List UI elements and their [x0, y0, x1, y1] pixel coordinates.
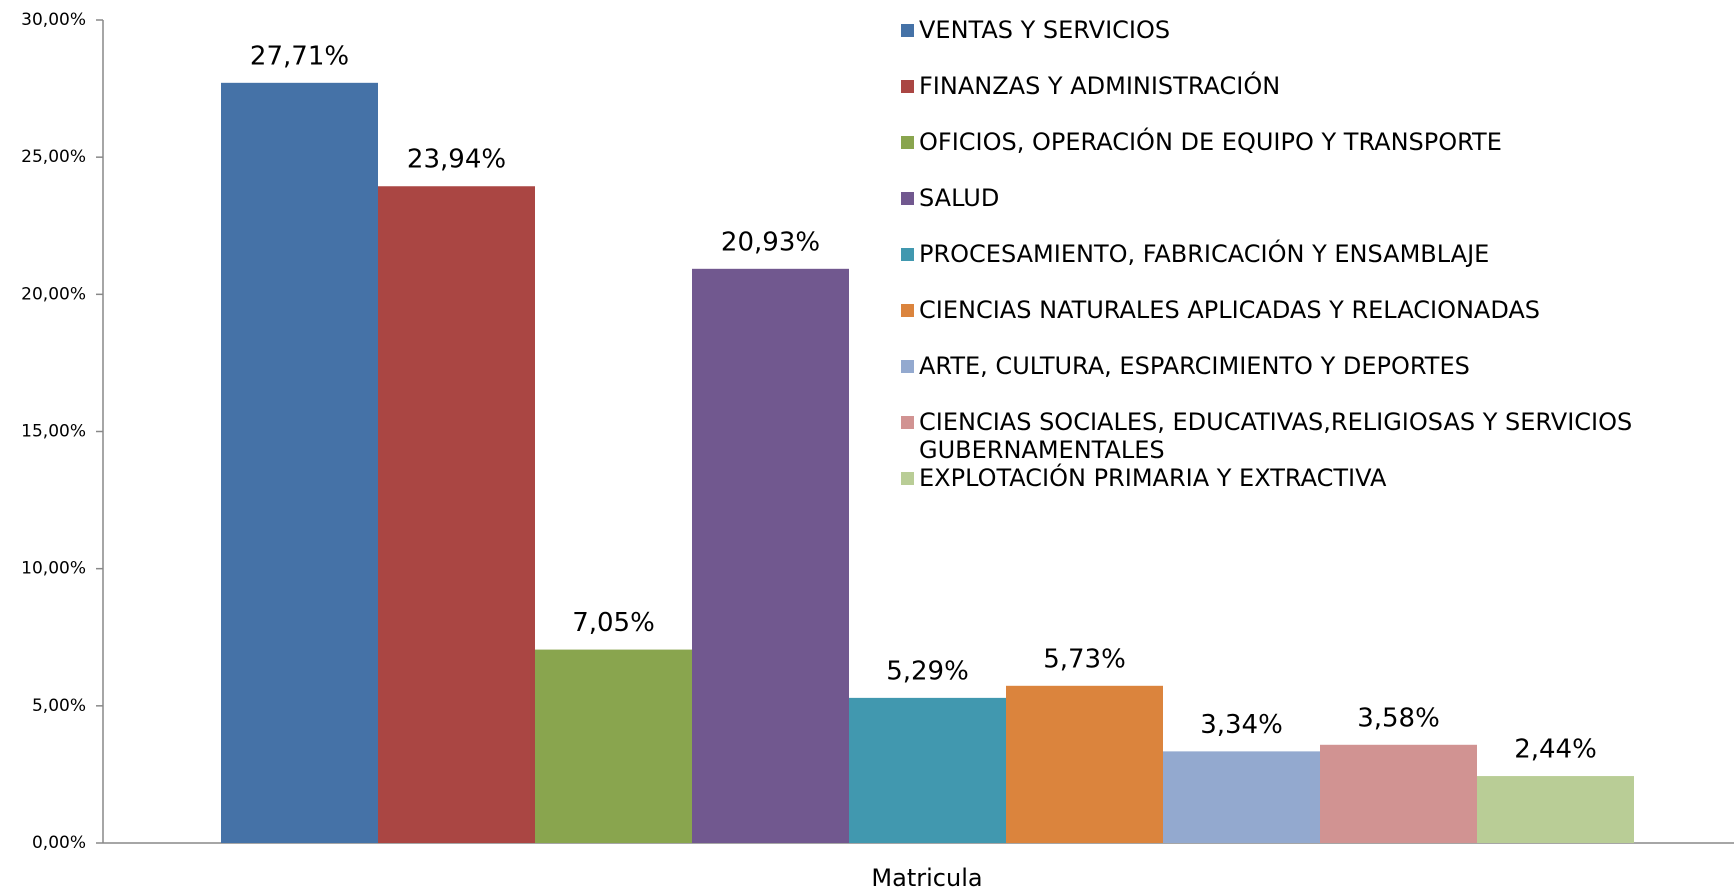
legend-swatch — [901, 416, 914, 429]
legend-label: EXPLOTACIÓN PRIMARIA Y EXTRACTIVA — [919, 462, 1387, 492]
data-label: 5,73% — [1043, 644, 1126, 674]
x-tick-label: Matricula — [871, 864, 982, 889]
legend-swatch — [901, 80, 914, 93]
bar — [1477, 776, 1634, 843]
data-label: 2,44% — [1514, 735, 1597, 765]
legend-label: FINANZAS Y ADMINISTRACIÓN — [919, 70, 1280, 100]
data-label: 5,29% — [886, 656, 969, 686]
y-tick-label: 0,00% — [32, 833, 86, 853]
data-label: 7,05% — [572, 608, 655, 638]
y-tick-label: 5,00% — [32, 696, 86, 716]
data-label: 20,93% — [721, 227, 820, 257]
legend-label: SALUD — [919, 184, 999, 212]
data-label: 27,71% — [250, 41, 349, 71]
legend-swatch — [901, 248, 914, 261]
data-label: 23,94% — [407, 145, 506, 175]
legend-swatch — [901, 192, 914, 205]
legend-label: CIENCIAS NATURALES APLICADAS Y RELACIONA… — [919, 296, 1540, 324]
bar — [1006, 685, 1163, 843]
data-label: 3,34% — [1200, 710, 1283, 740]
y-tick-label: 25,00% — [21, 147, 86, 167]
y-tick-label: 15,00% — [21, 422, 86, 442]
y-tick-label: 10,00% — [21, 559, 86, 579]
legend-label: VENTAS Y SERVICIOS — [919, 16, 1170, 44]
legend-label: PROCESAMIENTO, FABRICACIÓN Y ENSAMBLAJE — [919, 238, 1489, 268]
y-tick-label: 20,00% — [21, 284, 86, 304]
y-tick-label: 30,00% — [21, 10, 86, 30]
legend-swatch — [901, 472, 914, 485]
legend-label: CIENCIAS SOCIALES, EDUCATIVAS,RELIGIOSAS… — [919, 408, 1632, 464]
bar — [849, 697, 1006, 843]
bar — [535, 649, 692, 843]
bar — [378, 186, 535, 844]
bar — [1163, 751, 1320, 843]
bar — [221, 82, 378, 844]
legend-label: OFICIOS, OPERACIÓN DE EQUIPO Y TRANSPORT… — [919, 126, 1502, 156]
legend-swatch — [901, 360, 914, 373]
legend-swatch — [901, 304, 914, 317]
legend-swatch — [901, 136, 914, 149]
legend-swatch — [901, 24, 914, 37]
data-label: 3,58% — [1357, 703, 1440, 733]
bar — [692, 268, 849, 844]
bar — [1320, 744, 1477, 843]
legend-label: ARTE, CULTURA, ESPARCIMIENTO Y DEPORTES — [919, 352, 1470, 380]
